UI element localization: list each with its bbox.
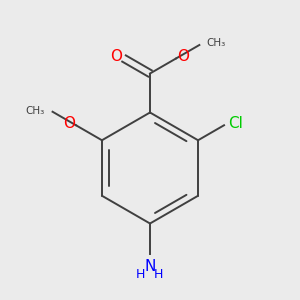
Text: CH₃: CH₃ [26,106,45,116]
Text: H: H [136,268,145,281]
Text: O: O [178,49,190,64]
Text: Cl: Cl [229,116,243,131]
Text: O: O [110,49,122,64]
Text: H: H [154,268,163,281]
Text: O: O [63,116,75,131]
Text: CH₃: CH₃ [207,38,226,49]
Text: N: N [144,259,156,274]
